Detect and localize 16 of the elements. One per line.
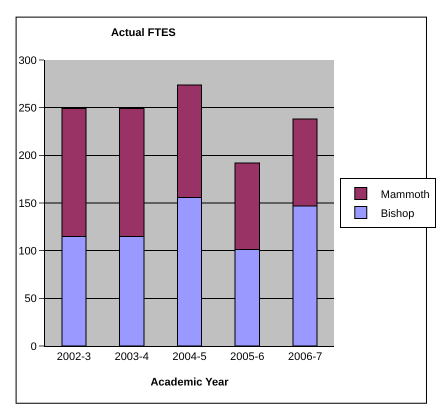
legend-label: Bishop <box>380 208 414 220</box>
x-tick-label: 2002-3 <box>56 351 92 364</box>
y-tick-label: 150 <box>18 198 37 210</box>
y-tick-label: 0 <box>30 340 37 353</box>
x-tick-label: 2004-5 <box>172 351 207 364</box>
y-tick-label: 250 <box>18 102 37 115</box>
legend-label: Mammoth <box>380 188 430 201</box>
x-axis-title: Academic Year <box>150 376 230 388</box>
y-tick-label: 300 <box>18 54 37 67</box>
x-tick-label: 2005-6 <box>230 351 264 364</box>
y-tick-label: 50 <box>24 293 37 306</box>
x-tick-label: 2006-7 <box>288 351 322 364</box>
chart-title: Actual FTES <box>110 27 176 40</box>
y-tick-label: 200 <box>18 150 37 162</box>
x-tick-label: 2003-4 <box>114 351 149 364</box>
y-tick-label: 100 <box>18 246 37 258</box>
